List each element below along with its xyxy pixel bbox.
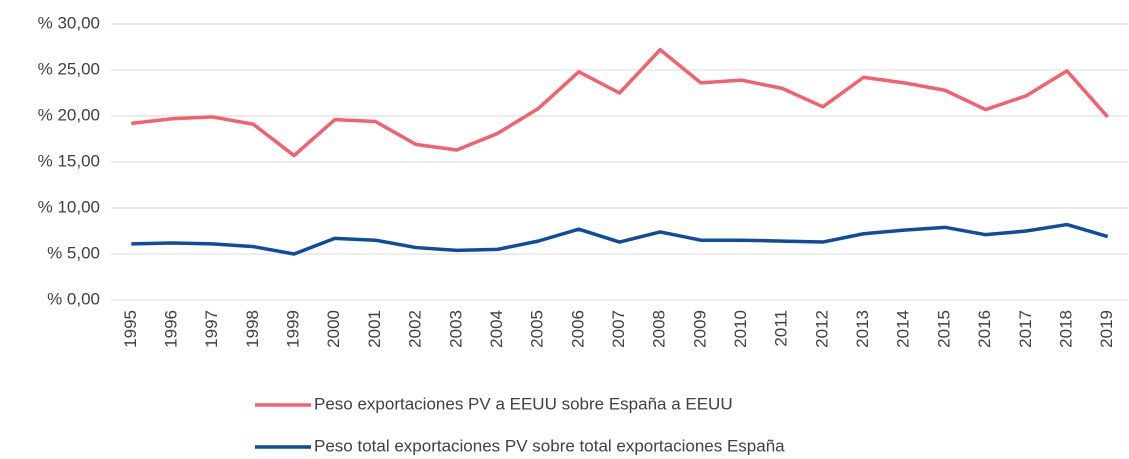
legend-label: Peso total exportaciones PV sobre total … — [314, 436, 785, 455]
x-tick-label: 2013 — [853, 310, 872, 348]
series-line — [131, 222, 1109, 256]
x-tick-label: 2006 — [568, 310, 587, 348]
x-tick-label: 1996 — [162, 310, 181, 348]
x-tick-label: 2000 — [324, 310, 343, 348]
x-tick-label: 2015 — [934, 310, 953, 348]
x-tick-label: 2019 — [1097, 310, 1116, 348]
x-tick-label: 2017 — [1016, 310, 1035, 348]
y-tick-label: % 15,00 — [38, 151, 100, 170]
x-tick-label: 1999 — [284, 310, 303, 348]
x-tick-label: 2007 — [609, 310, 628, 348]
x-tick-label: 1998 — [243, 310, 262, 348]
x-tick-label: 2010 — [731, 310, 750, 348]
x-tick-label: 1995 — [121, 310, 140, 348]
x-tick-label: 2012 — [812, 310, 831, 348]
x-tick-label: 2005 — [528, 310, 547, 348]
y-tick-label: % 20,00 — [38, 105, 100, 124]
x-tick-label: 2008 — [650, 310, 669, 348]
y-tick-label: % 10,00 — [38, 197, 100, 216]
x-tick-label: 1997 — [202, 310, 221, 348]
x-tick-label: 2003 — [446, 310, 465, 348]
y-tick-label: % 25,00 — [38, 59, 100, 78]
x-tick-label: 2016 — [975, 310, 994, 348]
y-tick-label: % 0,00 — [47, 289, 100, 308]
x-tick-label: 2018 — [1056, 310, 1075, 348]
x-tick-label: 2001 — [365, 310, 384, 348]
legend-label: Peso exportaciones PV a EEUU sobre Españ… — [314, 394, 733, 413]
x-tick-label: 2004 — [487, 310, 506, 348]
series-line — [131, 48, 1109, 158]
y-tick-label: % 30,00 — [38, 13, 100, 32]
x-tick-label: 2011 — [772, 310, 791, 347]
x-tick-label: 2002 — [406, 310, 425, 348]
y-tick-label: % 5,00 — [47, 243, 100, 262]
x-tick-label: 2014 — [894, 310, 913, 348]
x-tick-label: 2009 — [690, 310, 709, 348]
